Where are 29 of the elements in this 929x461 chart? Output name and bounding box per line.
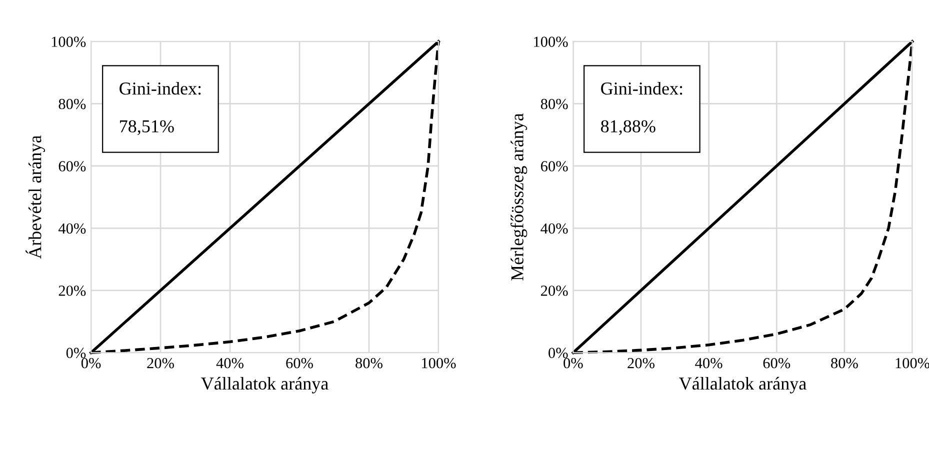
x-tick-label: 40% xyxy=(695,358,722,368)
x-axis-title: Vállalatok aránya xyxy=(201,376,328,394)
y-tick-label: 60% xyxy=(58,161,86,172)
y-tick-label: 0% xyxy=(66,348,86,358)
y-tick-label: 20% xyxy=(58,286,86,296)
y-tick-label: 40% xyxy=(58,223,86,234)
x-tick-label: 60% xyxy=(763,358,790,368)
y-axis-title: Mérlegfőösszeg aránya xyxy=(510,113,528,281)
y-tick-label: 60% xyxy=(540,161,568,172)
x-tick-label: 0% xyxy=(81,358,101,368)
x-tick-label: 20% xyxy=(628,358,654,368)
x-tick-label: 100% xyxy=(422,358,456,368)
text: Gini-index: 78,51% xyxy=(120,82,201,136)
y-tick-label: 100% xyxy=(52,36,86,47)
x-axis-title: Vállalatok aránya xyxy=(679,376,806,394)
x-tick-label: 40% xyxy=(216,358,244,368)
y-axis-title: Árbevétel aránya xyxy=(26,135,45,259)
x-tick-label: 20% xyxy=(147,358,174,368)
y-tick-label: 40% xyxy=(540,223,568,234)
y-tick-label: 80% xyxy=(58,98,86,110)
y-tick-label: 80% xyxy=(540,98,568,110)
x-tick-label: 60% xyxy=(286,358,313,368)
text: Gini-index: 81,88% xyxy=(601,82,682,136)
y-tick-label: 0% xyxy=(548,348,568,358)
x-tick-label: 80% xyxy=(356,358,382,368)
y-tick-label: 100% xyxy=(534,36,568,47)
x-tick-label: 0% xyxy=(564,358,583,368)
x-tick-label: 80% xyxy=(831,358,858,368)
y-tick-label: 20% xyxy=(541,286,568,296)
